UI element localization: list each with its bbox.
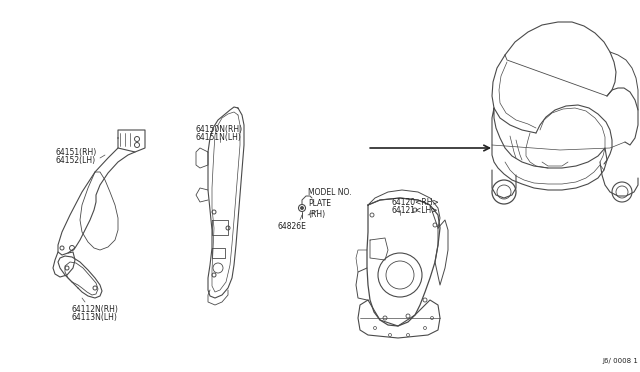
Circle shape [301, 206, 303, 209]
Text: 64151N(LH): 64151N(LH) [196, 133, 242, 142]
Text: 64113N(LH): 64113N(LH) [72, 313, 118, 322]
Text: J6∕ 0008 1: J6∕ 0008 1 [602, 358, 638, 364]
Text: 64826E: 64826E [278, 222, 307, 231]
Text: 64121<LH>: 64121<LH> [392, 206, 438, 215]
Text: 64112N(RH): 64112N(RH) [72, 305, 119, 314]
Text: 64150N(RH): 64150N(RH) [196, 125, 243, 134]
Text: 64120<RH>: 64120<RH> [392, 198, 440, 207]
Text: 64151(RH): 64151(RH) [55, 148, 96, 157]
Text: 64152(LH): 64152(LH) [55, 156, 95, 165]
Text: MODEL NO.
PLATE
(RH): MODEL NO. PLATE (RH) [308, 188, 351, 219]
